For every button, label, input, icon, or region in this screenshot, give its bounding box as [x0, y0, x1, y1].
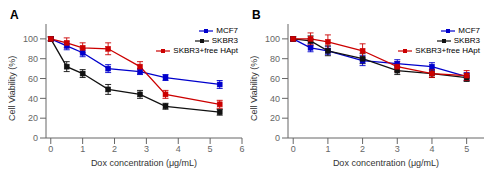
svg-text:60: 60: [270, 74, 280, 84]
svg-text:5: 5: [464, 144, 469, 154]
svg-text:4: 4: [176, 144, 181, 154]
svg-text:0: 0: [291, 144, 296, 154]
html-text:SKBR3+free HApt: SKBR3+free HApt: [415, 46, 480, 55]
svg-text:1: 1: [80, 144, 85, 154]
svg-text:20: 20: [28, 113, 38, 123]
svg-text:40: 40: [28, 94, 38, 104]
svg-text:4: 4: [429, 144, 434, 154]
svg-text:3: 3: [144, 144, 149, 154]
html-text:SKBR3+free HApt: SKBR3+free HApt: [173, 46, 238, 55]
svg-text:3: 3: [395, 144, 400, 154]
html-text:A: A: [10, 8, 19, 22]
svg-text:40: 40: [270, 94, 280, 104]
html-text:SKBR3: SKBR3: [453, 36, 480, 45]
html-text:B: B: [252, 8, 261, 22]
svg-text:100: 100: [265, 34, 280, 44]
svg-text:0: 0: [275, 133, 280, 143]
svg-text:Cell Viability (%): Cell Viability (%): [250, 56, 259, 121]
svg-text:80: 80: [270, 54, 280, 64]
svg-text:2: 2: [112, 144, 117, 154]
html-text:MCF7: MCF7: [458, 26, 480, 35]
svg-text:5: 5: [208, 144, 213, 154]
svg-text:6: 6: [239, 144, 244, 154]
html-text:MCF7: MCF7: [216, 26, 238, 35]
svg-text:2: 2: [360, 144, 365, 154]
svg-text:20: 20: [270, 113, 280, 123]
svg-text:60: 60: [28, 74, 38, 84]
svg-text:0: 0: [33, 133, 38, 143]
svg-text:1: 1: [325, 144, 330, 154]
svg-text:80: 80: [28, 54, 38, 64]
svg-text:Dox concentration (μg/mL): Dox concentration (μg/mL): [91, 158, 197, 168]
svg-text:Dox concentration (μg/mL): Dox concentration (μg/mL): [333, 158, 439, 168]
html-text:SKBR3: SKBR3: [211, 36, 238, 45]
svg-text:100: 100: [23, 34, 38, 44]
svg-text:Cell Viability (%): Cell Viability (%): [8, 56, 17, 121]
svg-text:0: 0: [48, 144, 53, 154]
